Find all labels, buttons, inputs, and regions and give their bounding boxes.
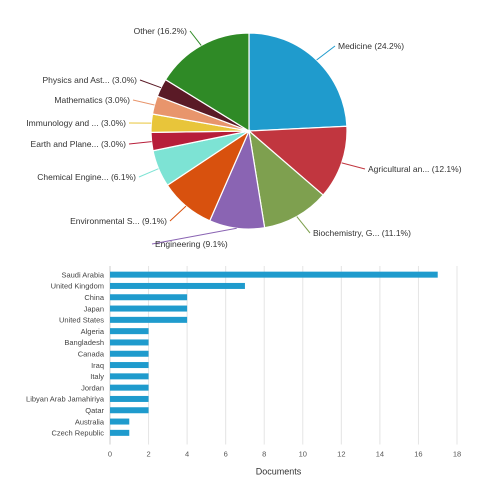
pie-connector-line bbox=[139, 79, 162, 89]
category-label: Qatar bbox=[85, 406, 104, 415]
pie-connector-line bbox=[138, 168, 159, 178]
category-label: Bangladesh bbox=[64, 338, 104, 347]
category-label: Iraq bbox=[91, 361, 104, 370]
x-tick-label: 6 bbox=[224, 450, 228, 459]
pie-slice-label: Agricultural an... (12.1%) bbox=[368, 164, 462, 174]
bar bbox=[110, 316, 188, 323]
category-label: Australia bbox=[75, 417, 105, 426]
category-label: Japan bbox=[84, 304, 104, 313]
category-label: Canada bbox=[78, 349, 105, 358]
bar bbox=[110, 271, 438, 278]
pie-slice-label: Other (16.2%) bbox=[134, 26, 188, 36]
x-tick-label: 18 bbox=[453, 450, 461, 459]
bar bbox=[110, 350, 149, 357]
pie-connector-line bbox=[296, 216, 311, 234]
x-tick-label: 12 bbox=[337, 450, 345, 459]
x-axis-title: Documents bbox=[256, 467, 302, 477]
pie-connector-line bbox=[316, 45, 336, 61]
pie-slice-label: Immunology and ... (3.0%) bbox=[26, 118, 126, 128]
bar bbox=[110, 407, 149, 414]
category-label: United States bbox=[59, 316, 104, 325]
pie-slice bbox=[248, 32, 348, 132]
bar bbox=[110, 294, 188, 301]
bar bbox=[110, 418, 130, 425]
bar-chart: 0 2 4 6 8 10 12 14 16 18 Saudi Arabia United Kingdo… bbox=[26, 266, 461, 477]
category-label: Jordan bbox=[81, 383, 104, 392]
category-label: Saudi Arabia bbox=[61, 270, 104, 279]
x-tick-label: 10 bbox=[299, 450, 307, 459]
pie-slice-label: Chemical Engine... (6.1%) bbox=[37, 172, 136, 182]
pie-slice-label: Biochemistry, G... (11.1%) bbox=[313, 228, 411, 238]
pie-connector-line bbox=[341, 162, 366, 170]
x-tick-label: 0 bbox=[108, 450, 112, 459]
bar bbox=[110, 429, 130, 436]
pie-slice-label: Engineering (9.1%) bbox=[155, 239, 228, 249]
category-label: China bbox=[84, 293, 104, 302]
category-label: Libyan Arab Jamahiriya bbox=[26, 395, 105, 404]
x-tick-label: 2 bbox=[146, 450, 150, 459]
pie-slice-label: Environmental S... (9.1%) bbox=[70, 216, 167, 226]
pie-slice-label: Earth and Plane... (3.0%) bbox=[31, 139, 127, 149]
bar bbox=[110, 328, 149, 335]
category-label: United Kingdom bbox=[51, 282, 104, 291]
pie-slice bbox=[164, 32, 250, 133]
pie-connector-line bbox=[169, 205, 187, 222]
pie-connector-line bbox=[132, 99, 155, 106]
pie-slice bbox=[247, 125, 348, 196]
pie-slice-label: Medicine (24.2%) bbox=[338, 41, 404, 51]
bar bbox=[110, 305, 188, 312]
pie-connector-line bbox=[189, 30, 202, 46]
category-label: Czech Republic bbox=[51, 429, 104, 438]
bar bbox=[110, 282, 245, 289]
bar bbox=[110, 384, 149, 391]
category-label: Algeria bbox=[81, 327, 105, 336]
pie-connector-line bbox=[128, 141, 152, 145]
bar bbox=[110, 373, 149, 380]
pie-slice bbox=[248, 129, 325, 229]
x-tick-label: 16 bbox=[414, 450, 422, 459]
bar bbox=[110, 339, 149, 346]
pie-chart: Medicine (24.2%) Agricultural an... (12.1… bbox=[26, 26, 462, 249]
x-tick-label: 8 bbox=[262, 450, 266, 459]
pie-slice-label: Mathematics (3.0%) bbox=[54, 95, 130, 105]
category-label: Italy bbox=[90, 372, 104, 381]
pie-slice-label: Physics and Ast... (3.0%) bbox=[43, 75, 138, 85]
x-tick-label: 14 bbox=[376, 450, 384, 459]
pie-connector-line bbox=[151, 227, 237, 245]
x-tick-label: 4 bbox=[185, 450, 189, 459]
bar bbox=[110, 395, 149, 402]
bar bbox=[110, 362, 149, 369]
